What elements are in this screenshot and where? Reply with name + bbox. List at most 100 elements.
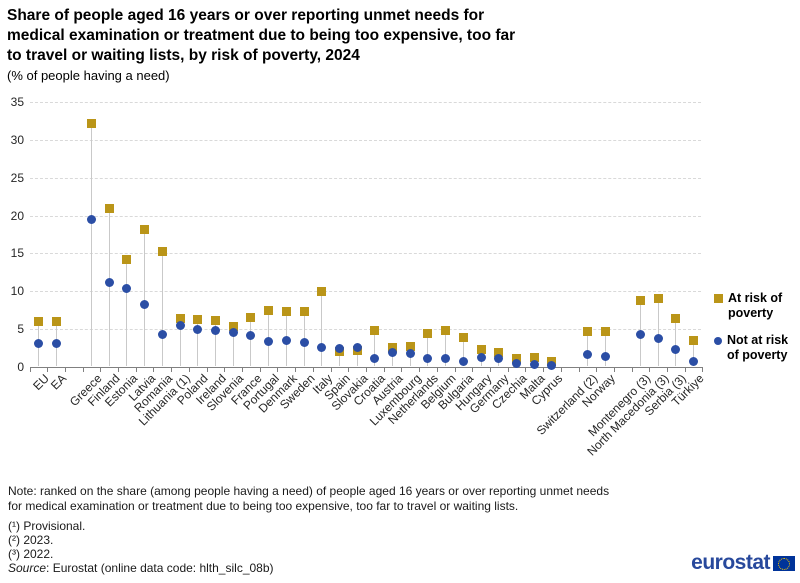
value-stem — [108, 208, 110, 367]
x-axis-tick — [171, 367, 173, 372]
not-at-risk-marker — [582, 349, 592, 359]
not-at-risk-marker — [689, 356, 699, 366]
not-at-risk-marker — [352, 343, 362, 353]
x-axis-tick — [259, 367, 261, 372]
eurostat-logo: eurostat — [691, 551, 795, 575]
chart-title-line1: Share of people aged 16 years or over re… — [7, 7, 485, 24]
value-stem — [321, 291, 323, 367]
value-stem — [693, 340, 695, 367]
x-axis-tick — [631, 367, 633, 372]
not-at-risk-marker — [264, 337, 274, 347]
source-text: : Eurostat (online data code: hlth_silc_… — [46, 561, 274, 575]
at-risk-marker — [441, 325, 451, 335]
not-at-risk-marker — [122, 284, 132, 294]
value-stem — [392, 347, 394, 367]
x-axis-tick — [489, 367, 491, 372]
at-risk-marker — [458, 333, 468, 343]
at-risk-marker — [210, 315, 220, 325]
note-line1: Note: ranked on the share (among people … — [8, 484, 610, 498]
value-stem — [675, 318, 677, 367]
value-stem — [356, 347, 358, 367]
y-axis-tick-label: 10 — [10, 284, 24, 299]
y-gridline — [29, 215, 701, 217]
y-axis-tick-label: 0 — [17, 359, 24, 374]
not-at-risk-marker — [600, 352, 610, 362]
x-axis-line — [29, 366, 703, 368]
x-axis-tick — [82, 367, 84, 372]
not-at-risk-marker — [388, 347, 398, 357]
x-axis-tick — [436, 367, 438, 372]
at-risk-marker — [689, 335, 699, 345]
eurostat-logo-text: eurostat — [691, 551, 770, 574]
value-stem — [179, 318, 181, 367]
x-axis-tick — [649, 367, 651, 372]
at-risk-square-icon — [714, 294, 723, 303]
x-axis-tick — [153, 367, 155, 372]
x-axis-tick — [312, 367, 314, 372]
not-at-risk-marker — [140, 300, 150, 310]
at-risk-marker — [405, 341, 415, 351]
not-at-risk-marker — [653, 334, 663, 344]
x-axis-tick — [702, 367, 704, 372]
value-stem — [250, 317, 252, 367]
y-axis-tick-label: 15 — [10, 246, 24, 261]
value-stem — [161, 251, 163, 367]
not-at-risk-marker — [405, 349, 415, 359]
chart-legend: At risk of poverty Not at risk of povert… — [714, 291, 800, 375]
value-stem — [604, 331, 606, 367]
at-risk-marker — [317, 287, 327, 297]
not-at-risk-marker — [317, 343, 327, 353]
value-stem — [586, 331, 588, 367]
at-risk-marker — [582, 326, 592, 336]
at-risk-marker — [635, 296, 645, 306]
chart-title-line2: medical examination or treatment due to … — [7, 27, 516, 44]
not-at-risk-marker — [458, 356, 468, 366]
at-risk-marker — [246, 312, 256, 322]
x-axis-tick — [454, 367, 456, 372]
legend-item-not-at-risk: Not at risk of poverty — [714, 333, 800, 363]
at-risk-marker — [476, 345, 486, 355]
at-risk-marker — [423, 328, 433, 338]
legend-item-at-risk: At risk of poverty — [714, 291, 800, 321]
not-at-risk-marker — [157, 329, 167, 339]
value-stem — [232, 326, 234, 367]
eu-flag-icon — [773, 555, 795, 571]
value-stem — [657, 298, 659, 367]
y-axis-tick-label: 30 — [10, 133, 24, 148]
not-at-risk-marker — [51, 338, 61, 348]
not-at-risk-marker — [86, 214, 96, 224]
x-axis-tick — [135, 367, 137, 372]
not-at-risk-marker — [281, 335, 291, 345]
y-gridline — [29, 291, 701, 293]
note-line2: for medical examination or treatment due… — [8, 499, 519, 513]
at-risk-marker — [157, 246, 167, 256]
source-label: Source — [8, 561, 47, 575]
source-line: Source: Eurostat (online data code: hlth… — [8, 561, 274, 576]
value-stem — [90, 123, 92, 367]
x-axis-tick — [100, 367, 102, 372]
at-risk-marker — [86, 119, 96, 129]
y-axis-tick-label: 35 — [10, 95, 24, 110]
y-gridline — [29, 102, 701, 104]
not-at-risk-marker — [228, 328, 238, 338]
x-axis-tick — [507, 367, 509, 372]
chart-title-line3: to travel or waiting lists, by risk of p… — [7, 47, 360, 64]
x-axis-tick — [330, 367, 332, 372]
y-gridline — [29, 253, 701, 255]
not-at-risk-marker — [370, 353, 380, 363]
x-axis-tick — [383, 367, 385, 372]
not-at-risk-marker — [547, 361, 557, 371]
at-risk-marker — [653, 294, 663, 304]
not-at-risk-marker — [246, 331, 256, 341]
x-axis-tick — [242, 367, 244, 372]
x-axis-tick — [47, 367, 49, 372]
not-at-risk-marker — [512, 358, 522, 368]
x-axis-tick — [277, 367, 279, 372]
x-axis-tick — [684, 367, 686, 372]
at-risk-marker — [51, 317, 61, 327]
at-risk-marker — [299, 306, 309, 316]
not-at-risk-marker — [635, 329, 645, 339]
not-at-risk-marker — [33, 338, 43, 348]
y-axis-tick-label: 20 — [10, 208, 24, 223]
